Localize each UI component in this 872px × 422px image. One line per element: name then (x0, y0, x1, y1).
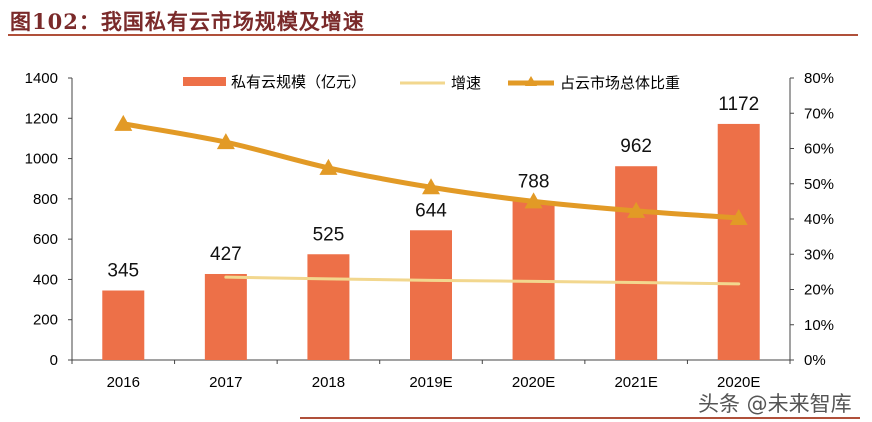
bottom-rule (300, 417, 860, 419)
left-tick-label: 600 (33, 231, 58, 248)
left-tick-label: 400 (33, 271, 58, 288)
data-label: 644 (415, 200, 447, 221)
share-marker (422, 178, 440, 195)
right-tick-label: 30% (804, 246, 834, 263)
right-tick-label: 0% (804, 352, 826, 369)
left-tick-label: 1200 (25, 110, 58, 127)
right-tick-label: 70% (804, 105, 834, 122)
x-tick-label: 2020E (512, 374, 555, 391)
left-tick-label: 0 (50, 352, 58, 369)
x-tick-label: 2019E (409, 374, 452, 391)
x-tick-label: 2017 (209, 374, 242, 391)
x-tick-label: 2016 (107, 374, 140, 391)
share-marker (627, 201, 646, 218)
growth-line (224, 275, 741, 286)
title-rule (8, 34, 858, 36)
x-tick-label: 2021E (614, 374, 657, 391)
share-marker (729, 208, 748, 225)
bar (410, 230, 452, 360)
legend-label-share: 占云市场总体比重 (560, 75, 680, 92)
data-label: 525 (313, 224, 345, 245)
left-tick-label: 200 (33, 312, 58, 329)
right-tick-label: 40% (804, 211, 834, 228)
right-tick-label: 80% (804, 70, 834, 87)
bar (102, 290, 145, 360)
left-tick-label: 1000 (25, 151, 58, 168)
bar (204, 273, 247, 360)
data-label: 1172 (718, 94, 759, 115)
legend-swatch-bar (183, 77, 226, 86)
share-marker (524, 192, 543, 209)
x-tick-label: 2020E (717, 374, 760, 391)
legend-label-bar: 私有云规模（亿元） (231, 74, 366, 91)
bar (307, 254, 350, 360)
data-label: 788 (518, 171, 550, 192)
left-tick-label: 1400 (25, 70, 58, 87)
figure-title: 图102：我国私有云市场规模及增速 (10, 9, 365, 34)
right-tick-label: 10% (804, 317, 834, 334)
legend-label-growth: 增速 (451, 75, 481, 92)
data-label: 427 (210, 244, 242, 265)
bar (717, 123, 760, 360)
left-tick-label: 800 (33, 191, 58, 208)
share-marker (114, 114, 133, 131)
right-tick-label: 50% (804, 176, 834, 193)
data-label: 345 (107, 261, 139, 282)
bar (615, 166, 658, 360)
watermark: 头条 @未来智库 (698, 392, 852, 416)
share-marker (319, 158, 338, 175)
right-tick-label: 60% (804, 141, 834, 158)
legend-marker-share (525, 76, 537, 86)
x-tick-label: 2018 (312, 374, 345, 391)
share-marker (216, 133, 235, 150)
data-label: 962 (620, 136, 652, 157)
right-tick-label: 20% (804, 282, 834, 299)
